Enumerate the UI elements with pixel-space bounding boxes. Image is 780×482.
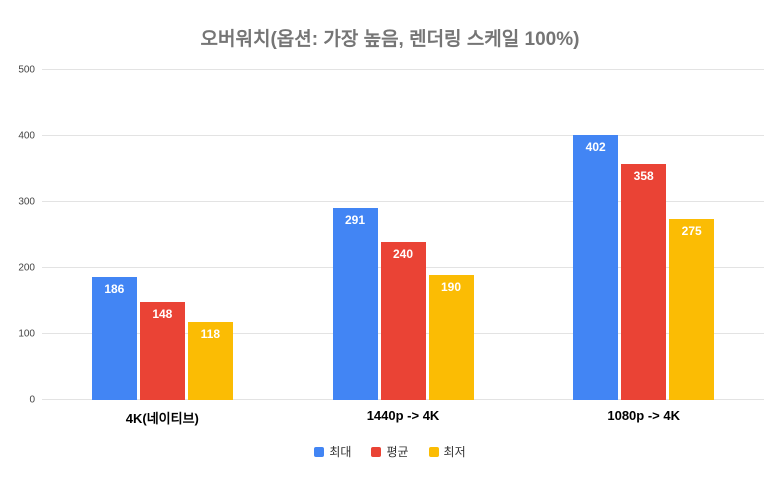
bar-value-label: 358: [633, 168, 654, 183]
legend-swatch-icon: [314, 446, 325, 457]
bar-최저-1: 190: [428, 274, 474, 400]
legend-label: 평균: [386, 445, 409, 459]
legend-item-2: 최저: [428, 443, 466, 460]
legend-swatch-icon: [371, 446, 382, 457]
plot-area: 0 100 200 300 400 500 186 148 118 291 240 190 402 358…: [18, 65, 764, 406]
bar-value-label: 275: [681, 223, 702, 238]
bar-group-0: 186 148 118: [42, 70, 283, 400]
gridline-300: [42, 201, 764, 202]
chart-legend: 최대 평균 최저: [0, 443, 780, 460]
legend-item-0: 최대: [314, 443, 351, 460]
chart-title: 오버워치(옵션: 가장 높음, 렌더링 스케일 100%): [200, 29, 580, 50]
bar-group-1: 291 240 190: [283, 70, 524, 400]
bar-최저-0: 118: [187, 322, 233, 400]
bar-groups: 186 148 118 291 240 190 402 358 275: [42, 70, 764, 400]
bar-value-label: 291: [344, 212, 366, 227]
legend-swatch-icon: [428, 446, 439, 457]
bar-최대-2: 402: [573, 134, 619, 400]
legend-label: 최저: [443, 445, 466, 459]
bar-최대-1: 291: [332, 207, 378, 400]
bar-value-label: 186: [104, 282, 125, 297]
gridline-500: [42, 69, 764, 70]
y-axis-tick-500: 500: [18, 64, 35, 76]
bar-value-label: 240: [392, 246, 414, 261]
bar-value-label: 402: [585, 139, 606, 154]
y-axis-tick-300: 300: [18, 196, 35, 208]
x-axis-label-0: 4K(네이티브): [125, 411, 199, 426]
y-axis-tick-100: 100: [18, 328, 35, 340]
bar-value-label: 190: [440, 279, 462, 294]
y-axis-tick-400: 400: [18, 130, 35, 142]
bar-평균-0: 148: [139, 302, 185, 400]
x-axis-label-1: 1440p -> 4K: [366, 408, 440, 423]
bar-최저-2: 275: [669, 218, 715, 400]
bar-group-2: 402 358 275: [523, 70, 764, 400]
bar-최대-0: 186: [91, 277, 137, 400]
legend-item-1: 평균: [371, 443, 409, 460]
bar-value-label: 118: [200, 327, 220, 342]
x-axis-label-2: 1080p -> 4K: [607, 408, 680, 423]
y-axis-tick-0: 0: [29, 394, 35, 406]
bar-평균-2: 358: [621, 163, 667, 400]
y-axis-tick-200: 200: [18, 262, 35, 274]
bar-value-label: 148: [152, 307, 173, 322]
gridline-400: [42, 135, 764, 136]
bar-평균-1: 240: [380, 241, 426, 400]
x-axis-labels: 4K(네이티브) 1440p -> 4K 1080p -> 4K: [42, 408, 764, 427]
legend-label: 최대: [329, 445, 352, 459]
